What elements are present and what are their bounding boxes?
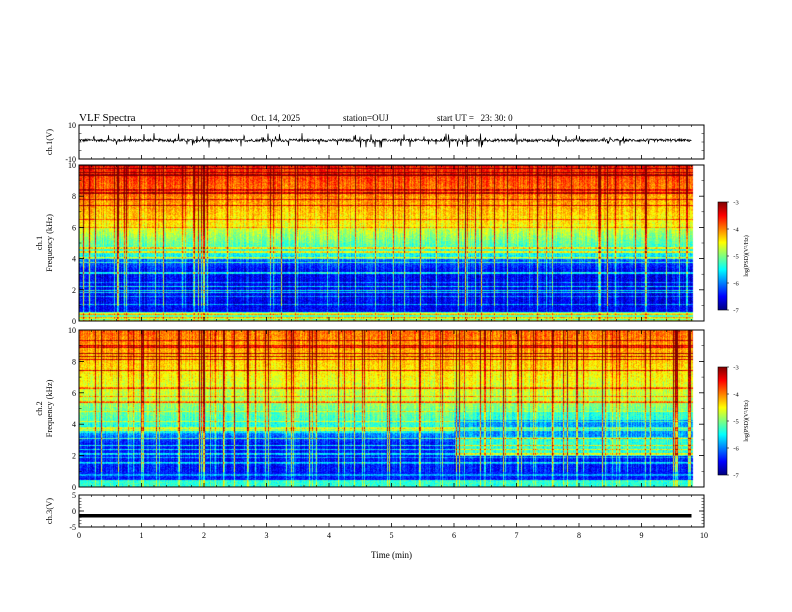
y-axis-label: ch.3(V)	[44, 498, 54, 524]
ch3-waveform-frame	[78, 494, 705, 528]
colorbar-tick-label: -3	[733, 200, 738, 207]
x-tick-label: 9	[640, 531, 644, 540]
y-tick-label: 0	[72, 507, 76, 516]
y-tick-label: 10	[68, 161, 76, 170]
y-axis-label-line: Frequency (kHz)	[44, 214, 54, 272]
colorbar-tick-label: -4	[733, 227, 739, 234]
y-tick-label: 0	[72, 483, 76, 492]
y-tick-label: 10	[68, 326, 76, 335]
y-tick-label: 5	[72, 491, 76, 500]
y-tick-label: 2	[72, 452, 76, 461]
y-axis-label-line: ch.3(V)	[44, 498, 54, 524]
date-label: Oct. 14, 2025	[251, 113, 300, 123]
y-tick-label: -10	[65, 155, 76, 164]
y-axis-label-line: ch.2	[34, 401, 44, 415]
y-tick-label: 2	[72, 286, 76, 295]
ch1-waveform-trace	[79, 133, 692, 148]
colorbar-tick-label: -7	[733, 473, 739, 480]
x-tick-label: 3	[265, 531, 269, 540]
y-tick-label: 10	[68, 121, 76, 130]
x-tick-label: 5	[390, 531, 394, 540]
y-axis-label-line: ch.1(V)	[44, 129, 54, 155]
y-axis-label: ch.2Frequency (kHz)	[34, 379, 54, 437]
colorbar-tick-label: -4	[733, 392, 739, 399]
y-axis-label-line: Frequency (kHz)	[44, 379, 54, 437]
colorbar	[717, 201, 728, 311]
x-tick-label: 7	[515, 531, 519, 540]
x-tick-label: 6	[452, 531, 456, 540]
colorbar-tick-label: -6	[733, 446, 739, 453]
start-time-label: start UT = 23: 30: 0	[437, 113, 513, 123]
y-tick-label: 6	[72, 389, 76, 398]
y-tick-label: 4	[72, 420, 76, 429]
x-tick-label: 8	[577, 531, 581, 540]
x-tick-label: 1	[140, 531, 144, 540]
colorbar-tick-label: -5	[733, 254, 738, 261]
y-tick-label: 8	[72, 192, 76, 201]
ch1-spectrogram-image	[79, 165, 704, 321]
x-tick-label: 0	[77, 531, 81, 540]
y-tick-label: 8	[72, 357, 76, 366]
colorbar-tick-label: -5	[733, 419, 738, 426]
y-axis-label-line: ch.1	[34, 236, 44, 250]
ch1-waveform-frame	[78, 124, 705, 160]
y-tick-label: 6	[72, 223, 76, 232]
y-tick-label: -5	[69, 523, 76, 532]
x-tick-label: 10	[700, 531, 708, 540]
x-axis-label: Time (min)	[371, 550, 412, 560]
station-label: station=OUJ	[343, 113, 389, 123]
y-tick-label: 4	[72, 255, 76, 264]
x-tick-label: 4	[327, 531, 331, 540]
x-tick-label: 2	[202, 531, 206, 540]
colorbar-tick-label: -6	[733, 281, 739, 288]
y-axis-label: ch.1(V)	[44, 129, 54, 155]
colorbar-tick-label: -7	[733, 308, 739, 315]
colorbar-label: log(PSD)(V²/Hz)	[743, 235, 750, 276]
y-tick-label: 0	[72, 317, 76, 326]
colorbar-label: log(PSD)(V²/Hz)	[743, 400, 750, 441]
colorbar-tick-label: -3	[733, 365, 738, 372]
colorbar	[717, 366, 728, 476]
y-axis-label: ch.1Frequency (kHz)	[34, 214, 54, 272]
figure-title: VLF Spectra	[79, 112, 136, 124]
ch2-spectrogram-image	[79, 330, 704, 487]
